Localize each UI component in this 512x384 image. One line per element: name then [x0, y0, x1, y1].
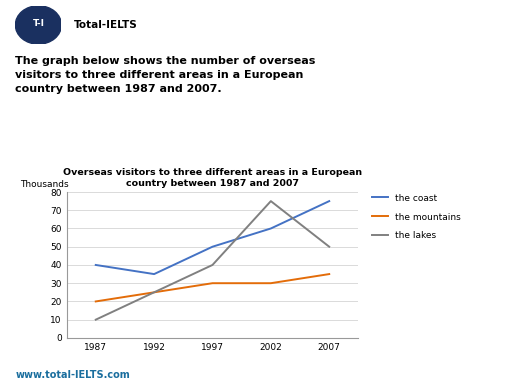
Ellipse shape: [15, 6, 61, 44]
Text: The graph below shows the number of overseas
visitors to three different areas i: The graph below shows the number of over…: [15, 56, 316, 94]
Text: T-I: T-I: [32, 18, 45, 28]
Title: Overseas visitors to three different areas in a European
country between 1987 an: Overseas visitors to three different are…: [63, 168, 362, 189]
Text: www.total-IELTS.com: www.total-IELTS.com: [15, 370, 130, 380]
Text: Total-IELTS: Total-IELTS: [74, 20, 138, 30]
Legend: the coast, the mountains, the lakes: the coast, the mountains, the lakes: [372, 194, 461, 240]
Text: Thousands: Thousands: [20, 180, 69, 189]
